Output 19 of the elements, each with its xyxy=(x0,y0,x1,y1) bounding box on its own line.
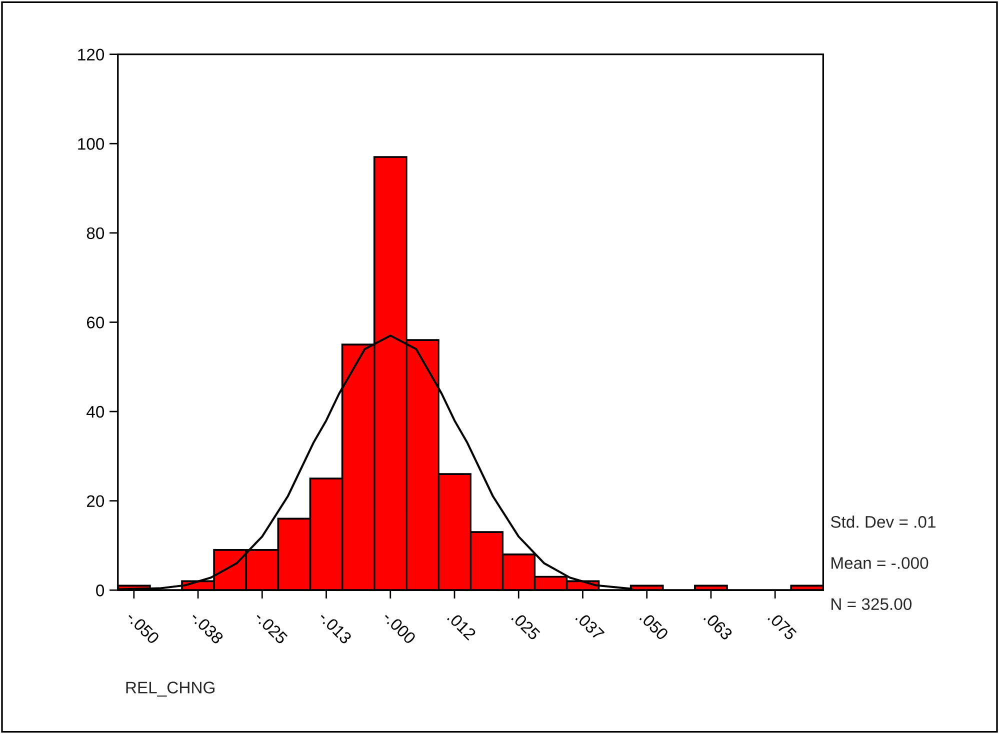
x-tick-label: .037 xyxy=(575,610,605,641)
y-tick-label: 100 xyxy=(78,138,104,150)
y-tick-label: 40 xyxy=(86,406,104,418)
x-tick-label: .063 xyxy=(703,610,734,641)
text: N = 325.00 xyxy=(832,598,912,610)
y-tick-label: 120 xyxy=(78,48,104,61)
y-tick-label: 0 xyxy=(96,584,104,596)
y-tick-label: 60 xyxy=(86,316,104,328)
x-tick-label: .075 xyxy=(768,610,798,641)
x-axis-title: REL_CHNG xyxy=(126,682,214,697)
x-tick-label: -.050 xyxy=(126,610,160,645)
y-tick-label: 80 xyxy=(86,227,104,240)
x-tick-label: -.000 xyxy=(382,610,416,645)
text: Mean = -.000 xyxy=(832,557,928,569)
x-tick-label: .025 xyxy=(511,610,541,641)
x-tick-label: .050 xyxy=(639,610,670,641)
y-tick-label: 20 xyxy=(86,495,104,508)
x-tick-label: .012 xyxy=(446,610,477,641)
text: Std. Dev = .01 xyxy=(830,516,936,528)
